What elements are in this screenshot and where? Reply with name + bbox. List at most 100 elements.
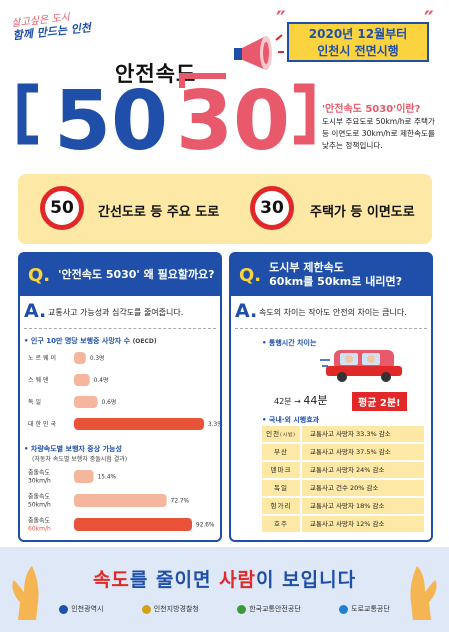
- speed-limit-band: [18, 174, 432, 244]
- effect-place: 독일: [262, 480, 300, 496]
- bar: [74, 494, 167, 507]
- bar: [74, 374, 90, 386]
- left-answer-text: 교통사고 가능성과 심각도를 줄여줍니다.: [48, 308, 184, 317]
- bar-category-label: 충돌속도: [28, 493, 51, 501]
- big-fifty: 50: [54, 74, 168, 164]
- time-before: 42분: [274, 397, 292, 406]
- logo-incheon: 인천광역시: [59, 604, 103, 614]
- definition-text: 도시부 주요도로 50km/h로 주택가 등 이면도로 30km/h로 제한속도…: [322, 117, 435, 150]
- right-question-header: Q. 도시부 제한속도 60km를 50km로 내리면?: [231, 254, 431, 296]
- slogan-mid1: 를 줄이면: [129, 569, 220, 591]
- chart1-title-text: • 인구 10만 명당 보행중 사망자 수: [24, 337, 131, 345]
- bar-value-label: 0.6명: [102, 398, 117, 406]
- speed-limit-sign-30: 30: [250, 186, 294, 230]
- left-question-text: '안전속도 5030' 왜 필요할까요?: [58, 268, 215, 281]
- table-row: 부산 교통사고 사망자 37.5% 감소: [262, 444, 424, 460]
- table-row: 덴마크 교통사고 사망자 24% 감소: [262, 462, 424, 478]
- bar-value-label: 15.4%: [98, 475, 117, 481]
- bar-category-label: 스웨덴: [28, 376, 51, 384]
- table-row: 인천(시범) 교통사고 사망자 33.3% 감소: [262, 426, 424, 442]
- effect-place: 부산: [262, 444, 300, 460]
- slogan-people: 사람: [219, 569, 257, 591]
- logo-koroad: 도로교통공단: [339, 604, 390, 614]
- bar: [74, 352, 86, 364]
- speed-limit-sign-50: 50: [40, 186, 84, 230]
- hand-right-icon: [410, 566, 437, 620]
- travel-time-title: • 통행시간 차이는: [262, 339, 317, 347]
- definition-title: '안전속도 5030'이란?: [322, 104, 421, 115]
- hand-left-icon: [12, 566, 39, 620]
- table-row: 독일 교통사고 건수 20% 감소: [262, 480, 424, 496]
- date-box: 2020년 12월부터 인천시 전면시행: [287, 22, 429, 62]
- effect-text: 교통사고 사망자 33.3% 감소: [302, 426, 424, 442]
- bar-category-label: 60km/h: [28, 526, 51, 533]
- bar-category-label: 충돌속도: [28, 469, 51, 477]
- speed-5030-emblem: 50 30: [17, 73, 315, 164]
- footer-band: [0, 547, 449, 632]
- time-after: 44분: [303, 394, 328, 407]
- bar-value-label: 0.4명: [94, 376, 109, 384]
- effect-place: 호주: [262, 516, 300, 532]
- chart1-title: • 인구 10만 명당 보행중 사망자 수 (OECD): [24, 336, 157, 346]
- bar-value-label: 92.6%: [196, 523, 215, 529]
- divider: [24, 328, 216, 329]
- city-slogan: 살고싶은 도시 함께 만드는 인천: [11, 10, 97, 43]
- car-icon: [320, 350, 402, 382]
- q-mark-left: Q.: [28, 264, 51, 286]
- megaphone-icon: [234, 34, 284, 70]
- bar: [74, 518, 192, 531]
- arrow-icon: →: [294, 397, 301, 406]
- logo-police: 인천지방경찰청: [141, 604, 199, 614]
- bar-value-label: 0.3명: [90, 354, 105, 362]
- big-thirty: 30: [176, 74, 290, 164]
- bar-value-label: 3.3명: [208, 420, 220, 428]
- effect-text: 교통사고 사망자 24% 감소: [302, 462, 424, 478]
- bar-value-label: 72.7%: [171, 499, 190, 505]
- bar-category-label: 독일: [28, 398, 43, 406]
- date-line1: 2020년 12월부터: [308, 27, 408, 41]
- average-badge: 평균 2분!: [352, 392, 407, 411]
- effect-text: 교통사고 사망자 18% 감소: [302, 498, 424, 514]
- left-question-header: Q. '안전속도 5030' 왜 필요할까요?: [20, 254, 220, 296]
- right-question-line1: 도시부 제한속도: [269, 261, 344, 274]
- logo-kotsa: 한국교통안전공단: [237, 604, 301, 614]
- effect-place: 헝가리: [262, 498, 300, 514]
- effects-title: • 국내·외 시행효과: [262, 416, 320, 424]
- bar-category-label: 노르웨이: [28, 354, 58, 362]
- a-mark-right: A.: [235, 300, 258, 322]
- bar-category-label: 대한민국: [28, 420, 58, 428]
- date-line2: 인천시 전면시행: [317, 44, 399, 58]
- kotsa-logo-icon: [237, 604, 247, 614]
- police-logo-icon: [141, 604, 151, 614]
- a-mark-left: A.: [24, 300, 47, 322]
- chart2-title: • 차량속도별 보행자 중상 가능성: [24, 445, 122, 453]
- bar-category-label: 충돌속도: [28, 517, 51, 525]
- footer-slogan: 속도를 줄이면 사람이 보입니다: [0, 565, 449, 592]
- effects-table: 인천(시범) 교통사고 사망자 33.3% 감소 부산 교통사고 사망자 37.…: [262, 426, 424, 534]
- right-question-line2: 60km를 50km로 내리면?: [269, 275, 402, 288]
- table-row: 헝가리 교통사고 사망자 18% 감소: [262, 498, 424, 514]
- effect-text: 교통사고 건수 20% 감소: [302, 480, 424, 496]
- footer-logos: 인천광역시 인천지방경찰청 한국교통안전공단 도로교통공단: [0, 604, 449, 614]
- incheon-logo-icon: [59, 604, 69, 614]
- quote-open-icon: ″: [276, 8, 286, 33]
- chart1-source: (OECD): [132, 338, 157, 345]
- chart2-subtitle: (자동차 속도별 보행자 중돌시험 결과): [32, 456, 128, 463]
- effect-place: 덴마크: [262, 462, 300, 478]
- koroad-logo-icon: [339, 604, 349, 614]
- band-text-main-road: 간선도로 등 주요 도로: [98, 205, 220, 220]
- effect-text: 교통사고 사망자 37.5% 감소: [302, 444, 424, 460]
- bar-category-label: 30km/h: [28, 478, 51, 485]
- bar: [74, 470, 94, 483]
- bar-category-label: 50km/h: [28, 502, 51, 509]
- quote-close-icon: ″: [424, 8, 434, 33]
- bar: [74, 396, 98, 408]
- q-mark-right: Q.: [239, 264, 262, 286]
- travel-time-values: 42분 → 44분: [274, 392, 327, 408]
- right-answer-text: 속도의 차이는 작아도 안전의 차이는 큽니다.: [259, 308, 407, 317]
- slogan-end: 이 보입니다: [256, 569, 357, 591]
- table-row: 호주 교통사고 사망자 12% 감소: [262, 516, 424, 532]
- band-text-side-road: 주택가 등 이면도로: [310, 205, 415, 220]
